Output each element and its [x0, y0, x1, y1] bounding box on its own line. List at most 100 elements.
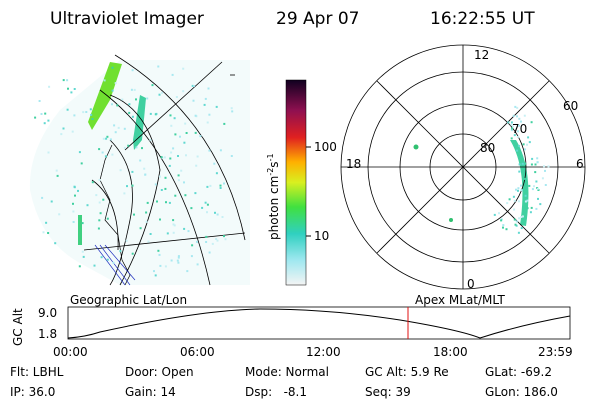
spot — [413, 144, 419, 150]
speckle — [206, 203, 209, 206]
speckle — [520, 189, 523, 192]
right-label: Apex MLat/MLT — [415, 293, 505, 307]
speckle — [515, 224, 518, 227]
speckle — [517, 144, 520, 147]
speckle — [523, 177, 526, 180]
speckle — [47, 232, 50, 234]
exponent: -2 — [266, 168, 275, 176]
speckle — [192, 99, 195, 102]
speckle — [502, 224, 505, 227]
speckle — [66, 79, 69, 82]
speckle — [97, 227, 100, 230]
speckle — [157, 249, 160, 252]
speckle — [154, 183, 157, 186]
speckle — [151, 84, 154, 87]
mlt-label: 18 — [346, 157, 361, 171]
speckle — [204, 97, 207, 100]
speckle — [98, 179, 101, 181]
speckle — [177, 174, 180, 177]
speckle — [112, 261, 115, 264]
speckle — [518, 217, 521, 220]
speckle — [73, 114, 76, 117]
speckle — [195, 164, 198, 167]
speckle — [194, 131, 197, 134]
speckle — [511, 127, 513, 130]
speckle — [123, 127, 126, 130]
speckle — [111, 153, 114, 156]
speckle — [219, 184, 222, 187]
speckle — [191, 84, 194, 87]
speckle — [157, 65, 160, 68]
speckle — [111, 103, 113, 106]
speckle — [106, 135, 109, 138]
oval — [510, 140, 529, 226]
speckle — [40, 113, 43, 115]
speckle — [91, 118, 94, 120]
x-tick-label: 18:00 — [433, 345, 468, 359]
speckle — [184, 122, 187, 125]
speckle — [194, 114, 197, 117]
speckle — [82, 255, 85, 258]
speckle — [536, 157, 539, 160]
left-label: Geographic Lat/Lon — [70, 293, 187, 307]
speckle — [109, 138, 112, 141]
info-field: Gain: 14 — [125, 385, 176, 399]
speckle — [190, 207, 193, 210]
speckle — [206, 121, 209, 124]
speckle — [539, 203, 542, 206]
speckle — [527, 136, 530, 139]
speckle — [160, 189, 163, 191]
speckle — [534, 171, 537, 174]
speckle — [516, 106, 519, 109]
speckle — [179, 135, 181, 138]
speckle — [520, 120, 522, 123]
speckle — [215, 238, 218, 240]
speckle — [219, 187, 222, 189]
speckle — [528, 184, 531, 187]
speckle — [163, 156, 166, 159]
speckle — [208, 113, 211, 116]
speckle — [172, 231, 175, 234]
speckle — [530, 163, 533, 166]
speckle — [201, 206, 204, 209]
polar-grid — [340, 44, 586, 290]
speckle — [208, 251, 211, 254]
speckle — [106, 258, 109, 261]
coastline — [99, 144, 131, 286]
speckle — [95, 194, 98, 197]
speckle — [81, 250, 84, 253]
speckle — [123, 146, 126, 149]
info-field: GC Alt: 5.9 Re — [365, 365, 449, 379]
speckle — [194, 192, 197, 195]
speckle — [66, 108, 69, 111]
speckle — [541, 177, 544, 180]
speckle — [185, 132, 188, 134]
speckle — [85, 111, 88, 113]
speckle — [510, 121, 513, 124]
speckle — [544, 184, 547, 186]
speckle — [62, 127, 65, 130]
speckle — [42, 231, 45, 234]
speckle — [111, 89, 114, 92]
speckle — [191, 244, 194, 247]
speckle — [159, 218, 161, 221]
speckle — [106, 217, 109, 220]
speckle — [524, 162, 527, 165]
y-tick-label: 1.8 — [38, 327, 57, 341]
speckle — [183, 181, 185, 184]
speckle — [535, 180, 538, 183]
speckle — [526, 143, 528, 146]
speckle — [114, 82, 117, 85]
speckle — [131, 115, 134, 118]
time: 16:22:55 UT — [430, 9, 535, 29]
speckle — [530, 206, 533, 209]
speckle — [104, 155, 107, 158]
speckle — [133, 213, 135, 216]
speckle — [170, 124, 173, 127]
speckle — [154, 274, 157, 277]
speckle — [114, 131, 117, 134]
speckle — [177, 179, 180, 182]
speckle — [160, 156, 163, 159]
speckle — [86, 204, 89, 207]
speckle — [230, 155, 233, 157]
